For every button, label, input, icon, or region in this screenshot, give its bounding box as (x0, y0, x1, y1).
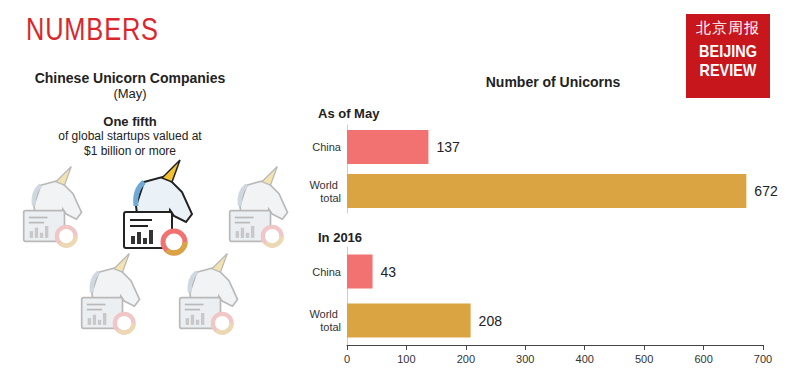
svg-text:China: China (312, 141, 342, 153)
svg-text:100: 100 (397, 353, 415, 365)
html-text:北京周报: 北京周报 (696, 19, 760, 37)
html-text:of global startups valued at: of global startups valued at (58, 129, 202, 143)
svg-text:In 2016: In 2016 (318, 230, 362, 245)
svg-text:500: 500 (635, 353, 653, 365)
svg-text:208: 208 (479, 313, 503, 329)
svg-text:600: 600 (694, 353, 712, 365)
html-text:REVIEW: REVIEW (699, 61, 757, 80)
html-text:Chinese Unicorn Companies: Chinese Unicorn Companies (34, 70, 226, 86)
html-text:One fifth: One fifth (103, 114, 157, 129)
svg-text:As of May: As of May (318, 106, 380, 121)
svg-text:672: 672 (754, 183, 778, 199)
svg-text:200: 200 (457, 353, 475, 365)
svg-text:total: total (320, 192, 341, 204)
svg-text:China: China (312, 266, 342, 278)
html-text:BEIJING: BEIJING (699, 42, 757, 61)
svg-text:300: 300 (516, 353, 534, 365)
svg-text:0: 0 (344, 353, 350, 365)
svg-text:700: 700 (754, 353, 772, 365)
html-text:(May): (May) (113, 86, 147, 101)
svg-text:Number of Unicorns: Number of Unicorns (486, 74, 621, 90)
svg-text:total: total (320, 321, 341, 333)
svg-text:World: World (309, 179, 341, 191)
svg-text:World: World (309, 308, 341, 320)
html-text:NUMBERS: NUMBERS (26, 12, 159, 47)
svg-text:43: 43 (381, 264, 397, 280)
html-text:$1 billion or more: $1 billion or more (84, 144, 176, 158)
svg-text:400: 400 (576, 353, 594, 365)
svg-text:137: 137 (436, 139, 460, 155)
